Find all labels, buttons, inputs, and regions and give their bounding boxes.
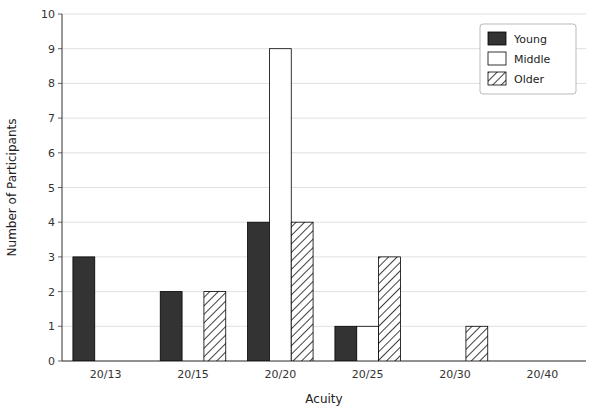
bar	[379, 257, 401, 361]
bar	[357, 326, 379, 361]
bar	[95, 361, 117, 362]
x-axis-line	[62, 361, 586, 362]
y-tick-label: 7	[48, 112, 55, 125]
grid-line	[62, 222, 586, 223]
legend-box	[480, 24, 576, 94]
y-tick	[58, 152, 62, 153]
y-tick	[58, 222, 62, 223]
y-tick	[58, 14, 62, 15]
legend-swatch	[488, 52, 506, 65]
bar	[182, 361, 204, 362]
y-tick	[58, 83, 62, 84]
y-tick	[58, 326, 62, 327]
y-tick-label: 8	[48, 77, 55, 90]
grid-line	[62, 118, 586, 119]
bar	[204, 292, 226, 361]
y-tick-label: 5	[48, 182, 55, 195]
bar	[510, 361, 532, 362]
chart: 0 1 2 3 4 5 6 7 8 9 10 20/13 20/15 20/20 20/25 20/30 20/…	[0, 0, 600, 413]
bar	[335, 326, 357, 361]
bar	[160, 292, 182, 361]
x-tick-label: 20/13	[90, 368, 122, 381]
legend-label: Young	[513, 33, 547, 46]
grid-line	[62, 326, 586, 327]
y-tick-label: 9	[48, 43, 55, 56]
bar	[531, 361, 553, 362]
y-tick-label: 2	[48, 286, 55, 299]
legend-label: Middle	[514, 53, 551, 66]
grid-line	[62, 291, 586, 292]
bar	[248, 222, 270, 361]
x-axis-title: Acuity	[305, 392, 342, 406]
grid	[62, 14, 586, 361]
legend-swatch	[488, 32, 506, 45]
y-tick-label: 4	[48, 216, 55, 229]
x-tick-label: 20/40	[526, 368, 558, 381]
bars	[73, 49, 488, 361]
legend: Young Middle Older	[480, 24, 576, 94]
axes: 0 1 2 3 4 5 6 7 8 9 10 20/13 20/15 20/20 20/25 20/30 20/…	[41, 8, 586, 381]
y-tick-label: 3	[48, 251, 55, 264]
bar	[466, 326, 488, 361]
grid-line	[62, 361, 586, 362]
x-tick-label: 20/30	[439, 368, 471, 381]
x-tick-label: 20/20	[264, 368, 296, 381]
bar	[444, 361, 466, 362]
y-tick-label: 1	[48, 320, 55, 333]
bar	[269, 49, 291, 361]
x-tick-label: 20/15	[177, 368, 209, 381]
grid-line	[62, 152, 586, 153]
grid-line	[62, 14, 586, 15]
grid-line	[62, 256, 586, 257]
grid-line	[62, 187, 586, 188]
y-axis-line	[62, 14, 63, 361]
y-tick-label: 10	[41, 8, 55, 21]
y-tick	[58, 187, 62, 188]
legend-swatch	[488, 72, 506, 85]
y-tick	[58, 256, 62, 257]
y-tick	[58, 118, 62, 119]
y-tick	[58, 291, 62, 292]
bar	[117, 361, 139, 362]
y-tick	[58, 361, 62, 362]
x-tick-label: 20/25	[352, 368, 384, 381]
bar	[73, 257, 95, 361]
legend-label: Older	[514, 73, 544, 86]
y-axis-title: Number of Participants	[5, 119, 19, 257]
y-tick-label: 0	[48, 355, 55, 368]
y-tick-label: 6	[48, 147, 55, 160]
bar	[553, 361, 575, 362]
bar	[291, 222, 313, 361]
y-tick	[58, 48, 62, 49]
bar	[422, 361, 444, 362]
